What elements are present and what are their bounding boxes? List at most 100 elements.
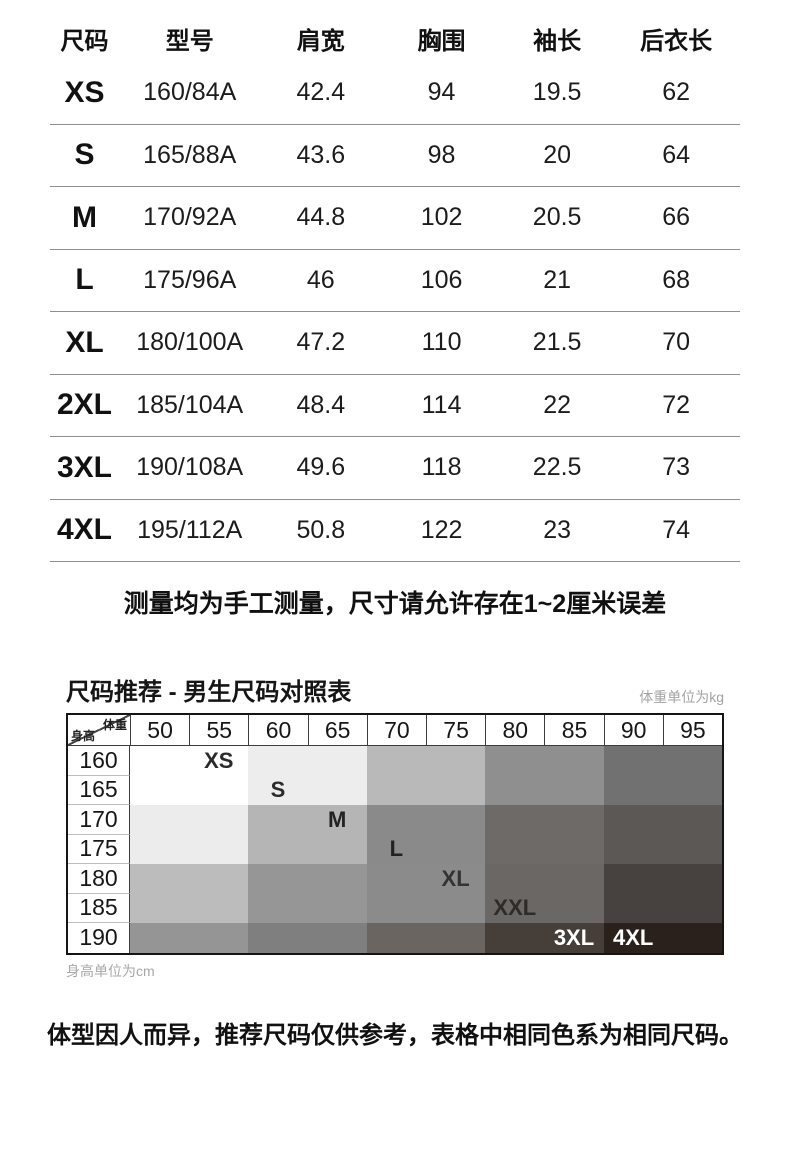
size-table-header-cell: 袖长: [533, 27, 582, 55]
measurement-cell: 68: [662, 265, 691, 294]
size-table-header-cell: 尺码: [60, 27, 109, 55]
corner-weight-label: 体重: [102, 718, 127, 732]
measurement-cell: 47.2: [296, 328, 346, 357]
size-cell: XS: [64, 75, 105, 109]
weight-header-cell: 90: [603, 715, 663, 746]
measurement-cell: 66: [662, 203, 691, 232]
footer-note: 体型因人而异，推荐尺码仅供参考，表格中相同色系为相同尺码。: [47, 1021, 743, 1049]
recommendation-table: 体重 身高 50 55 60 65 70 75 80 85 90 95 160 XS 165 S 170 M 1…: [66, 713, 724, 955]
size-cell: 3XL: [56, 450, 113, 484]
size-region-cell: [130, 746, 190, 776]
measurement-cell: 180/100A: [136, 328, 244, 357]
size-region-cell: [485, 834, 545, 864]
weight-header-cell: 75: [426, 715, 486, 746]
recommendation-title: 尺码推荐 - 男生尺码对照表: [66, 679, 352, 706]
size-region-label: XL: [441, 865, 470, 891]
measurement-cell: 102: [420, 203, 463, 232]
height-header-cell: 160: [68, 746, 130, 776]
size-region-cell: [189, 775, 249, 805]
measurement-cell: 62: [662, 78, 691, 107]
size-region-cell: [603, 834, 663, 864]
size-region-cell: [130, 775, 190, 805]
measurement-cell: 74: [662, 515, 691, 544]
height-header-cell: 165: [68, 775, 130, 805]
size-table-row: L 175/96A 46 106 21 68: [50, 250, 740, 312]
measurement-cell: 165/88A: [143, 140, 237, 169]
measurement-cell: 106: [420, 265, 463, 294]
height-header-cell: 185: [68, 893, 130, 923]
height-header-cell: 175: [68, 834, 130, 864]
size-region-cell: [544, 834, 604, 864]
measurement-cell: 114: [421, 390, 462, 419]
measurement-cell: 185/104A: [136, 390, 244, 419]
weight-header-cell: 70: [366, 715, 426, 746]
size-region-cell: [662, 893, 722, 923]
size-cell: XL: [65, 325, 104, 359]
measurement-cell: 160/84A: [143, 78, 237, 107]
size-region-cell: [544, 746, 604, 776]
size-region-cell: [426, 805, 486, 835]
size-region-cell: [426, 893, 486, 923]
weight-header-cell: 55: [189, 715, 249, 746]
size-cell: S: [74, 138, 95, 172]
height-header-cell: 170: [68, 805, 130, 835]
measurement-cell: 94: [427, 78, 456, 107]
size-region-cell: [485, 775, 545, 805]
size-table-row: XL 180/100A 47.2 110 21.5 70: [50, 312, 740, 375]
size-region-cell: [366, 864, 426, 894]
size-region-cell: [189, 834, 249, 864]
height-header-cell: 190: [68, 923, 130, 953]
size-region-cell: [307, 864, 367, 894]
size-region-cell: [544, 864, 604, 894]
measurement-cell: 64: [662, 140, 691, 169]
size-region-cell: [248, 864, 308, 894]
size-region-cell: [130, 923, 190, 953]
size-region-cell: [307, 746, 367, 776]
size-region-cell: [662, 805, 722, 835]
measurement-cell: 49.6: [296, 453, 346, 482]
size-region-cell: [248, 923, 308, 953]
measurement-cell: 170/92A: [143, 203, 237, 232]
measurement-cell: 190/108A: [136, 453, 244, 482]
size-region-label: L: [389, 836, 404, 862]
size-region-label: 3XL: [553, 924, 595, 950]
height-header-cell: 180: [68, 864, 130, 894]
size-region-cell: [603, 893, 663, 923]
size-cell: M: [72, 200, 97, 234]
measurement-cell: 19.5: [532, 78, 582, 107]
size-region-cell: [189, 805, 249, 835]
size-region-cell: [307, 775, 367, 805]
size-table-header-row: 尺码 型号 肩宽 胸围 袖长 后衣长: [50, 14, 740, 62]
size-region-cell: [130, 834, 190, 864]
size-region-cell: 4XL: [603, 923, 663, 953]
corner-header-cell: 体重 身高: [68, 715, 130, 746]
size-region-cell: [603, 805, 663, 835]
size-region-cell: [130, 893, 190, 923]
size-cell: 4XL: [56, 513, 113, 547]
size-region-cell: [485, 746, 545, 776]
measurement-cell: 48.4: [296, 390, 346, 419]
size-region-cell: [485, 923, 545, 953]
size-region-cell: XS: [189, 746, 249, 776]
weight-header-cell: 50: [130, 715, 190, 746]
size-region-cell: [662, 923, 722, 953]
size-region-cell: [544, 893, 604, 923]
size-region-cell: [248, 834, 308, 864]
weight-header-cell: 95: [662, 715, 722, 746]
measurement-cell: 98: [427, 140, 456, 169]
size-region-cell: 3XL: [544, 923, 604, 953]
size-region-cell: [603, 864, 663, 894]
size-region-cell: [130, 805, 190, 835]
size-cell: 2XL: [56, 388, 113, 422]
measurement-cell: 20.5: [532, 203, 582, 232]
measurement-cell: 42.4: [296, 78, 346, 107]
weight-unit-note: 体重单位为kg: [639, 689, 724, 705]
size-region-cell: [307, 923, 367, 953]
size-region-cell: [426, 923, 486, 953]
size-region-cell: [544, 805, 604, 835]
size-region-label: S: [270, 777, 286, 803]
size-table-header-cell: 型号: [165, 27, 214, 55]
size-region-cell: [130, 864, 190, 894]
measurement-cell: 122: [420, 515, 463, 544]
size-table-header-cell: 肩宽: [296, 27, 345, 55]
